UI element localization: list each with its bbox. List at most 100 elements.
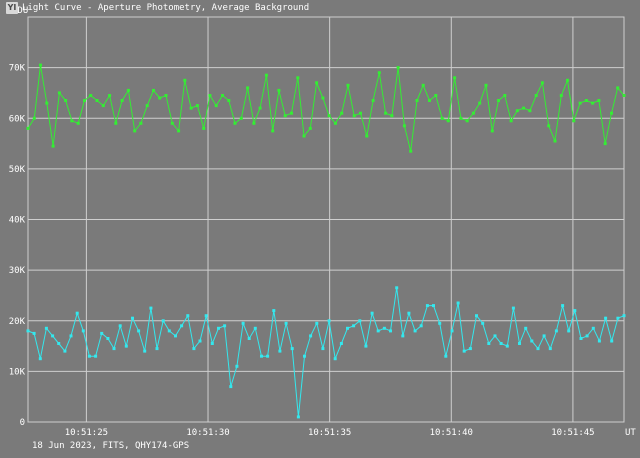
data-point (217, 326, 220, 330)
data-point (208, 94, 212, 97)
data-point (419, 324, 423, 328)
data-point (227, 99, 231, 102)
data-point (616, 86, 620, 90)
data-point (346, 326, 349, 330)
data-point (247, 337, 251, 340)
data-point (223, 324, 227, 328)
data-point (339, 342, 343, 345)
data-point (352, 114, 356, 118)
data-point (296, 76, 300, 80)
data-point (170, 121, 174, 125)
data-point (499, 342, 503, 345)
data-point (118, 324, 122, 328)
data-point (189, 106, 193, 110)
data-point (327, 319, 331, 323)
data-point (302, 134, 306, 138)
data-point (487, 342, 491, 345)
data-point (253, 326, 257, 330)
data-point (559, 94, 563, 97)
data-point (384, 111, 388, 115)
data-point (352, 324, 356, 328)
data-point (161, 319, 165, 323)
data-point (333, 121, 337, 125)
data-point (518, 342, 521, 345)
data-point (120, 99, 124, 102)
data-point (106, 337, 110, 340)
data-point (434, 94, 438, 97)
data-point (284, 321, 288, 325)
data-point (145, 104, 149, 108)
data-point (309, 334, 313, 338)
data-point (534, 94, 538, 97)
data-point (528, 109, 532, 113)
data-point (164, 94, 168, 97)
data-point (321, 96, 325, 100)
data-point (553, 139, 557, 143)
app-icon[interactable]: YI (6, 2, 18, 14)
data-point (44, 326, 48, 330)
data-point (26, 126, 30, 130)
data-point (407, 311, 411, 315)
data-point (365, 134, 369, 138)
data-point (497, 99, 500, 102)
data-point (221, 94, 224, 97)
grid (27, 16, 625, 423)
data-point (561, 304, 565, 308)
data-point (530, 339, 534, 343)
data-point (481, 321, 485, 325)
data-point (290, 347, 294, 351)
y-tick-label: 10K (9, 367, 26, 377)
series-0 (26, 63, 626, 153)
data-point (573, 309, 577, 313)
data-point (425, 304, 429, 308)
data-point (195, 104, 199, 108)
data-point (503, 94, 507, 97)
y-tick-label: 40K (9, 216, 26, 226)
data-point (204, 314, 208, 318)
y-tick-label: 70K (9, 64, 26, 74)
data-point (456, 301, 460, 305)
data-point (572, 119, 576, 123)
data-point (167, 329, 171, 333)
data-point (465, 119, 469, 123)
data-point (64, 99, 68, 102)
data-point (554, 329, 558, 333)
data-point (87, 354, 91, 358)
series-layer (26, 63, 626, 419)
data-point (152, 88, 155, 92)
data-point (89, 94, 93, 97)
data-point (260, 354, 263, 358)
data-point (272, 309, 276, 313)
data-point (290, 111, 293, 115)
data-point (421, 83, 425, 87)
data-point (39, 63, 42, 67)
x-tick-label: 10:51:30 (186, 428, 229, 438)
data-point (63, 349, 67, 353)
data-point (258, 106, 262, 110)
data-point (296, 415, 300, 419)
data-point (432, 304, 435, 308)
data-point (515, 109, 519, 113)
data-point (377, 71, 381, 75)
data-point (202, 126, 206, 130)
data-point (340, 111, 344, 115)
data-point (303, 354, 306, 358)
data-point (358, 319, 362, 323)
data-point (198, 339, 202, 343)
y-tick-label: 0 (20, 418, 25, 428)
data-point (183, 78, 187, 82)
data-point (333, 357, 337, 361)
data-point (246, 86, 250, 90)
data-point (579, 337, 583, 340)
title-bar: YI Light Curve - Aperture Photometry, Av… (0, 0, 640, 16)
data-point (158, 96, 162, 100)
data-point (70, 119, 74, 123)
data-point (622, 314, 626, 318)
x-axis-label: UT (625, 428, 636, 438)
data-point (389, 329, 392, 333)
data-point (277, 88, 281, 92)
data-point (409, 149, 413, 153)
x-tick-label: 10:51:35 (308, 428, 351, 438)
y-axis-label: ADU (12, 6, 28, 16)
data-point (101, 104, 105, 108)
